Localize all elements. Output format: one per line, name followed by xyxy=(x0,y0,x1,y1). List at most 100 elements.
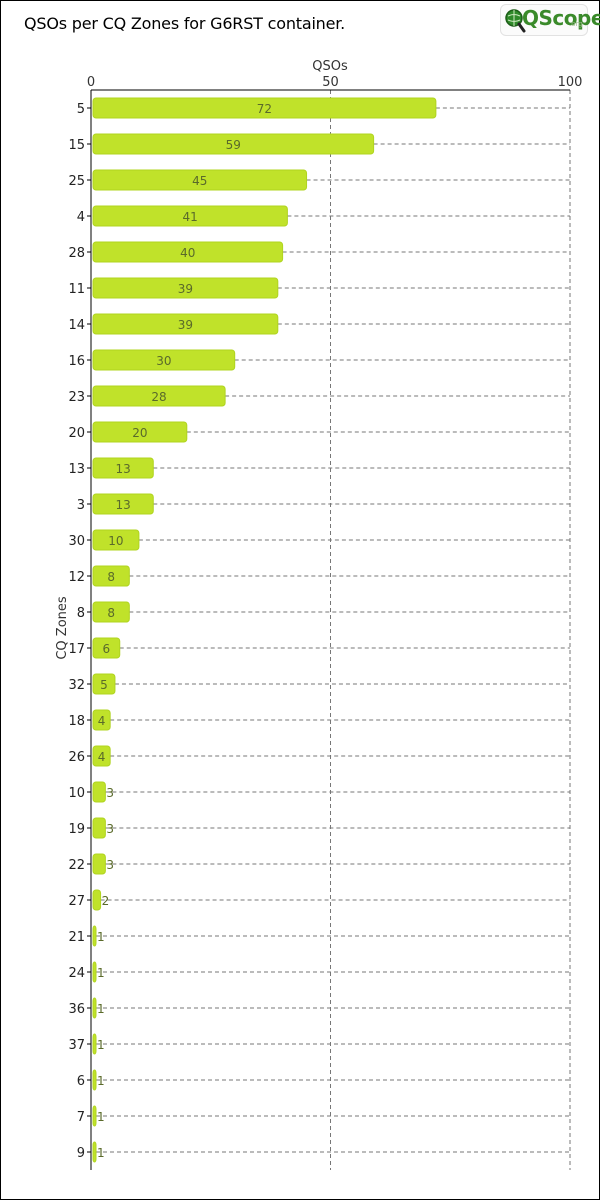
bar-value-label: 39 xyxy=(178,318,193,332)
bar-value-label: 39 xyxy=(178,282,193,296)
y-tick-label: 15 xyxy=(68,138,85,153)
y-tick-label: 18 xyxy=(68,714,85,729)
bar xyxy=(92,133,375,155)
bar-value-label: 5 xyxy=(100,678,108,692)
logo-text: QScope xyxy=(522,6,600,30)
bar-value-label: 28 xyxy=(151,390,166,404)
y-tick-label: 14 xyxy=(68,318,85,333)
bar xyxy=(92,637,121,659)
bar xyxy=(92,241,284,263)
bar xyxy=(92,745,111,767)
bar xyxy=(92,601,130,623)
bar-value-label: 1 xyxy=(97,930,105,944)
bar xyxy=(92,349,236,371)
bar-value-label: 2 xyxy=(102,894,110,908)
bar-value-label: 3 xyxy=(106,786,114,800)
axes: 0 50 1005152542811141623201333012817321826… xyxy=(68,75,582,1170)
y-tick-label: 22 xyxy=(68,858,85,873)
bar-value-label: 10 xyxy=(108,534,123,548)
bar xyxy=(92,313,279,335)
y-tick-label: 10 xyxy=(68,786,85,801)
y-tick-label: 20 xyxy=(68,426,85,441)
y-tick-label: 25 xyxy=(68,174,85,189)
x-tick-label: 100 xyxy=(558,75,583,90)
y-tick-label: 27 xyxy=(68,894,85,909)
x-axis-label: QSOs xyxy=(312,59,348,74)
y-tick-label: 12 xyxy=(68,570,85,585)
y-tick-label: 19 xyxy=(68,822,85,837)
y-tick-label: 4 xyxy=(77,210,85,225)
y-tick-label: 13 xyxy=(68,462,85,477)
bar-value-label: 3 xyxy=(106,822,114,836)
bar-value-label: 3 xyxy=(106,858,114,872)
bar-value-label: 1 xyxy=(97,1074,105,1088)
bar xyxy=(92,781,106,803)
bar-value-label: 6 xyxy=(103,642,111,656)
bar-value-label: 1 xyxy=(97,1146,105,1160)
y-tick-label: 8 xyxy=(77,606,85,621)
bar xyxy=(92,709,111,731)
chart-title: QSOs per CQ Zones for G6RST container. xyxy=(24,14,346,33)
bar-value-label: 13 xyxy=(115,462,130,476)
y-tick-label: 21 xyxy=(68,930,85,945)
y-tick-label: 24 xyxy=(68,966,85,981)
bar-value-label: 8 xyxy=(107,570,115,584)
y-tick-label: 7 xyxy=(77,1110,85,1125)
bar xyxy=(92,493,154,515)
bar-value-label: 20 xyxy=(132,426,147,440)
bar-value-label: 1 xyxy=(97,1110,105,1124)
bar xyxy=(92,853,106,875)
bar-value-label: 4 xyxy=(98,714,106,728)
bar xyxy=(92,529,140,551)
bar-value-label: 59 xyxy=(226,138,241,152)
bar xyxy=(92,1141,97,1163)
bar-value-label: 72 xyxy=(257,102,272,116)
bar-value-label: 41 xyxy=(183,210,198,224)
bar xyxy=(92,997,97,1019)
y-tick-label: 5 xyxy=(77,102,85,117)
bar xyxy=(92,1105,97,1127)
y-tick-label: 30 xyxy=(68,534,85,549)
bar-value-label: 8 xyxy=(107,606,115,620)
x-tick-label: 0 xyxy=(87,75,95,90)
y-tick-label: 26 xyxy=(68,750,85,765)
y-tick-label: 6 xyxy=(77,1074,85,1089)
y-tick-label: 3 xyxy=(77,498,85,513)
y-tick-label: 23 xyxy=(68,390,85,405)
bar xyxy=(92,457,154,479)
y-tick-label: 11 xyxy=(68,282,85,297)
y-axis-label: CQ Zones xyxy=(55,596,70,660)
bar xyxy=(92,673,116,695)
bar xyxy=(92,277,279,299)
magnifier-globe-icon xyxy=(505,9,526,33)
bar-value-label: 30 xyxy=(156,354,171,368)
bar xyxy=(92,565,130,587)
bar-value-label: 1 xyxy=(97,1038,105,1052)
y-tick-label: 9 xyxy=(77,1146,85,1161)
logo-suffix: .org xyxy=(569,20,583,28)
bar xyxy=(92,205,288,227)
y-tick-label: 32 xyxy=(68,678,85,693)
grid-lines xyxy=(96,90,571,1170)
bar xyxy=(92,169,308,191)
y-tick-label: 28 xyxy=(68,246,85,261)
x-tick-label: 50 xyxy=(322,75,339,90)
y-tick-label: 36 xyxy=(68,1002,85,1017)
qscope-logo[interactable]: QScope .org xyxy=(500,4,600,36)
bar-value-label: 4 xyxy=(98,750,106,764)
bar-value-label: 40 xyxy=(180,246,195,260)
bar xyxy=(92,961,97,983)
bar xyxy=(92,889,102,911)
y-tick-label: 16 xyxy=(68,354,85,369)
bar xyxy=(92,97,437,119)
y-tick-label: 17 xyxy=(68,642,85,657)
y-tick-label: 37 xyxy=(68,1038,85,1053)
bar xyxy=(92,385,226,407)
bars: 72 59 45 41 40 39 39 30 28 20 13 13 10 8 8 6 5 4 4 3 3 3 2 1 1 1 1… xyxy=(92,97,437,1163)
bar xyxy=(92,925,97,947)
bar-value-label: 13 xyxy=(115,498,130,512)
bar-value-label: 1 xyxy=(97,1002,105,1016)
bar xyxy=(92,817,106,839)
bar-value-label: 45 xyxy=(192,174,207,188)
